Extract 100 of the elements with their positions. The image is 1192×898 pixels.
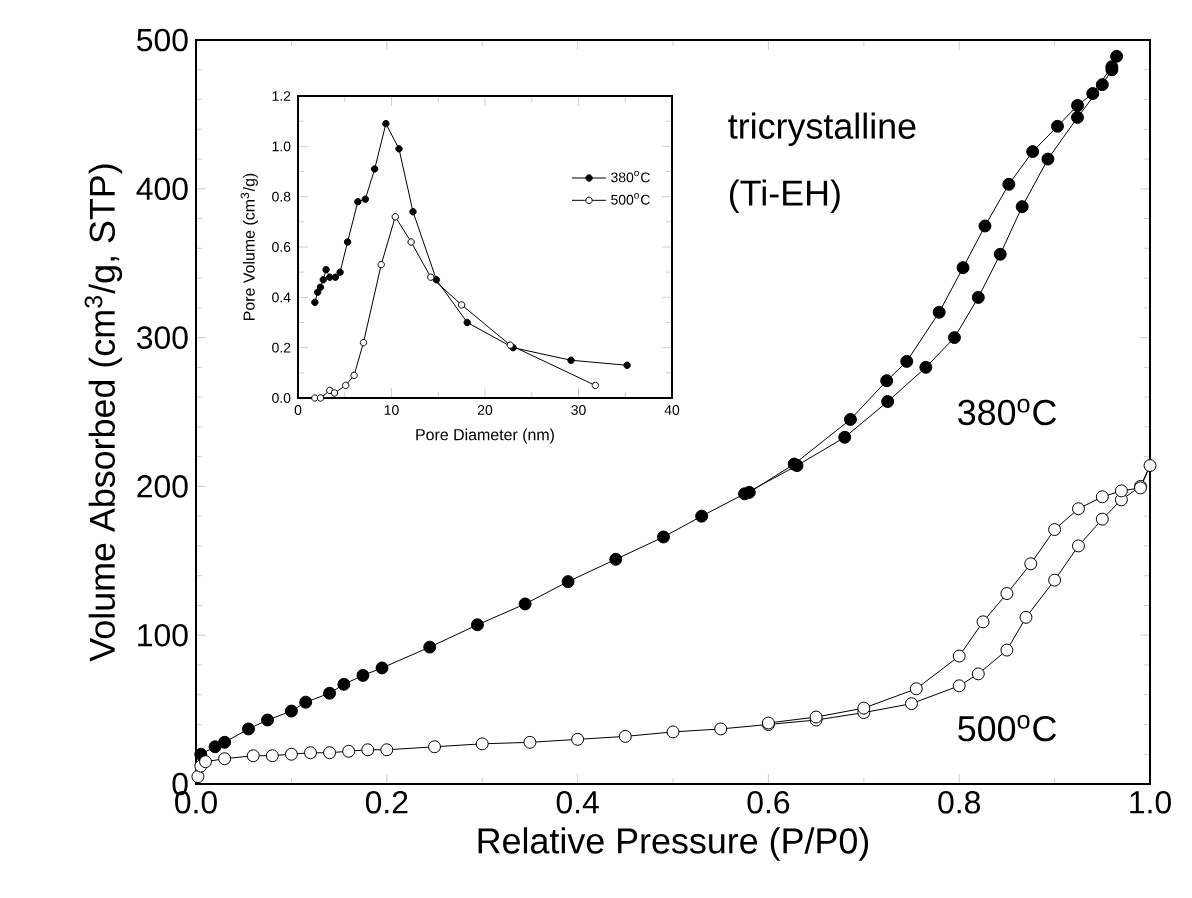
point bbox=[1024, 557, 1038, 571]
x-tick-label: 0.0 bbox=[175, 791, 217, 814]
point bbox=[337, 677, 351, 691]
point bbox=[1015, 200, 1029, 214]
point bbox=[463, 318, 471, 327]
annotation: (Ti-EH) bbox=[729, 179, 840, 213]
point bbox=[432, 276, 441, 284]
point bbox=[284, 747, 298, 761]
point bbox=[316, 283, 325, 291]
point bbox=[952, 649, 966, 663]
point bbox=[993, 247, 1007, 261]
point bbox=[361, 195, 370, 203]
point bbox=[356, 668, 370, 682]
point bbox=[1051, 119, 1064, 133]
point bbox=[246, 749, 260, 763]
point bbox=[359, 338, 368, 347]
point bbox=[380, 743, 394, 757]
x-tick-label: 1.0 bbox=[1130, 791, 1171, 814]
point bbox=[428, 740, 441, 754]
point bbox=[978, 219, 992, 233]
point bbox=[919, 360, 933, 374]
point bbox=[336, 268, 344, 276]
point bbox=[423, 640, 437, 654]
point bbox=[571, 732, 585, 746]
point bbox=[591, 381, 600, 390]
point bbox=[199, 755, 213, 769]
point bbox=[838, 430, 852, 444]
point bbox=[323, 746, 337, 760]
point bbox=[361, 743, 375, 757]
point bbox=[1086, 87, 1100, 101]
point bbox=[370, 165, 379, 173]
point bbox=[1071, 98, 1084, 112]
point bbox=[843, 412, 857, 426]
point bbox=[1000, 587, 1014, 601]
x-tick-label: 0.2 bbox=[365, 791, 408, 814]
x-tick-label: 0.8 bbox=[938, 791, 980, 814]
point bbox=[857, 701, 871, 715]
point bbox=[1095, 490, 1109, 504]
point bbox=[952, 679, 966, 693]
point bbox=[313, 288, 322, 296]
point bbox=[316, 394, 325, 402]
point bbox=[905, 697, 918, 711]
point bbox=[1026, 145, 1040, 159]
point bbox=[656, 530, 670, 544]
point bbox=[971, 667, 985, 681]
point bbox=[343, 238, 352, 246]
point bbox=[1110, 49, 1124, 63]
series-label: 380$^{o}$C bbox=[958, 398, 1057, 426]
point bbox=[932, 305, 946, 319]
point bbox=[391, 213, 399, 221]
point bbox=[881, 395, 895, 409]
point bbox=[304, 746, 317, 760]
point bbox=[1048, 523, 1062, 537]
point bbox=[714, 722, 728, 736]
y-tick-label: 300 bbox=[136, 326, 188, 349]
point bbox=[609, 552, 623, 566]
point bbox=[880, 374, 894, 388]
y-tick-label: 200 bbox=[137, 475, 188, 498]
point bbox=[695, 509, 709, 523]
y-tick-label: 100 bbox=[138, 623, 188, 647]
point bbox=[457, 301, 466, 309]
annotation: tricrystalline bbox=[728, 112, 916, 146]
point bbox=[299, 695, 313, 709]
point bbox=[322, 265, 330, 274]
point bbox=[623, 361, 631, 369]
point bbox=[971, 290, 985, 304]
point bbox=[326, 273, 334, 281]
point bbox=[354, 198, 362, 206]
point bbox=[395, 145, 403, 153]
point bbox=[191, 770, 205, 784]
point bbox=[350, 371, 358, 380]
point bbox=[377, 260, 385, 269]
point bbox=[342, 381, 350, 390]
point bbox=[311, 298, 319, 307]
point bbox=[1095, 512, 1109, 526]
point bbox=[1048, 573, 1062, 587]
point bbox=[618, 729, 632, 743]
point bbox=[218, 735, 232, 749]
point bbox=[241, 722, 255, 736]
point bbox=[331, 273, 340, 281]
point bbox=[1143, 459, 1157, 473]
point bbox=[1071, 539, 1085, 553]
point bbox=[1114, 484, 1128, 498]
point bbox=[330, 389, 339, 397]
point bbox=[427, 273, 435, 281]
point bbox=[470, 618, 484, 632]
x-tick-label: 0.4 bbox=[556, 791, 599, 814]
point bbox=[265, 749, 279, 763]
x-axis-title: Relative Pressure (P/P0) bbox=[478, 827, 869, 861]
point bbox=[947, 331, 961, 345]
point bbox=[561, 575, 575, 589]
point bbox=[523, 735, 537, 749]
point bbox=[666, 725, 680, 739]
point bbox=[342, 744, 356, 758]
point bbox=[900, 354, 914, 368]
point bbox=[382, 119, 390, 128]
point bbox=[518, 597, 532, 611]
point bbox=[1000, 643, 1014, 657]
point bbox=[375, 661, 389, 675]
point bbox=[567, 356, 575, 364]
